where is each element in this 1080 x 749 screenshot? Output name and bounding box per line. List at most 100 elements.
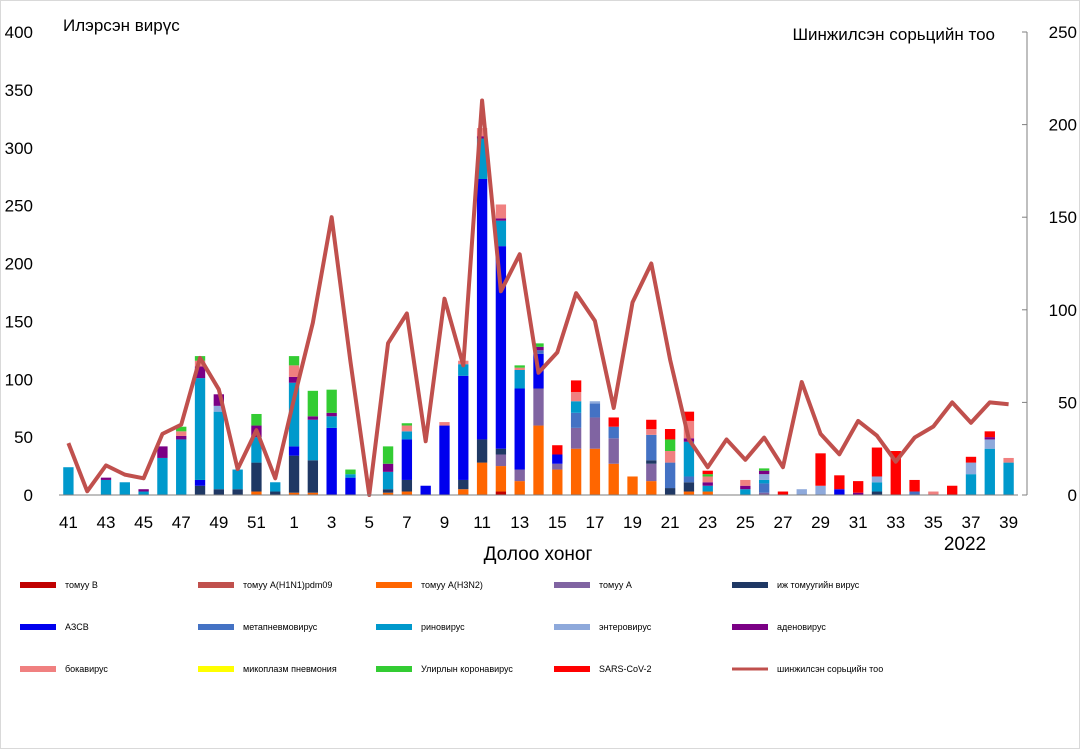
- y-left-tick-label: 200: [5, 255, 33, 274]
- bar-segment-риновирус: [119, 482, 130, 495]
- bar-segment-томуу-a: [514, 469, 525, 482]
- bar-segment-улирлын-коронавирус: [288, 356, 300, 366]
- bar-segment-улирлын-коронавирус: [251, 413, 262, 426]
- bar-segment-риновирус: [194, 378, 206, 480]
- bar-segment-аденовирус: [138, 489, 149, 492]
- bar-segment-аденовирус: [176, 435, 187, 440]
- bar-segment-риновирус: [382, 471, 394, 490]
- bar-segment-sars-cov-2: [834, 475, 845, 490]
- y-axis-right: 0 50 100 150 200 250: [1022, 23, 1077, 505]
- bar-segment-бокавирус: [683, 420, 695, 439]
- bar-segment-иж-томуугийн-вирус: [458, 479, 469, 490]
- bar-segment-томуу-a-h3n2: [627, 476, 638, 495]
- bar-segment-риновирус: [213, 411, 224, 490]
- bar-segment-метапневмовирус: [608, 426, 619, 439]
- legend-label-риновирус: риновирус: [421, 622, 465, 632]
- x-tick-label: 3: [327, 513, 336, 532]
- bar-segment-аденовирус: [288, 376, 300, 383]
- bar-segment-томуу-a-h3n2: [458, 489, 469, 495]
- bar-segment-томуу-a-h3n2: [552, 469, 563, 495]
- bar-segment-метапневмовирус: [664, 462, 676, 489]
- bar-segment-sars-cov-2: [947, 485, 958, 495]
- bar-segment-иж-томуугийн-вирус: [683, 482, 695, 492]
- bar-segment-иж-томуугийн-вирус: [288, 455, 300, 493]
- y-right-tick-label: 200: [1049, 116, 1077, 135]
- x-tick-label: 5: [365, 513, 374, 532]
- bar-segment-улирлын-коронавирус: [664, 439, 676, 452]
- bar-segment-улирлын-коронавирус: [514, 365, 525, 368]
- y-left-tick-label: 400: [5, 23, 33, 42]
- x-tick-label: 43: [97, 513, 116, 532]
- bar-segment-бокавирус: [514, 367, 525, 370]
- legend-label-томуу-a-h1n1-pdm09: томуу A(H1N1)pdm09: [243, 580, 332, 590]
- bar-segment-sars-cov-2: [853, 481, 864, 493]
- bar-segment-метапневмовирус: [683, 476, 695, 483]
- bar-segment-риновирус: [326, 416, 337, 428]
- x-tick-label: 45: [134, 513, 153, 532]
- bar-segment-иж-томуугийн-вирус: [270, 491, 281, 495]
- bar-segment-риновирус: [138, 491, 149, 495]
- bar-segment-азсв: [194, 479, 206, 486]
- legend-label-иж-томуугийн-вирус: иж томуугийн вирус: [777, 580, 860, 590]
- bar-segment-энтеровирус: [815, 485, 826, 495]
- y-right-tick-label: 100: [1049, 301, 1077, 320]
- bar-segment-томуу-a-h3n2: [608, 463, 619, 495]
- bar-segment-улирлын-коронавирус: [176, 426, 187, 432]
- bar-segment-иж-томуугийн-вирус: [213, 489, 224, 495]
- bar-segment-риновирус: [345, 474, 356, 478]
- bar-segment-азсв: [514, 388, 525, 470]
- bar-segment-аденовирус: [157, 446, 168, 458]
- x-tick-label: 35: [924, 513, 943, 532]
- bar-segment-томуу-a-h3n2: [382, 492, 394, 495]
- legend-swatch-томуу-b: [20, 582, 56, 588]
- x-tick-label: 31: [849, 513, 868, 532]
- bar-segment-томуу-a-h3n2: [288, 492, 300, 495]
- x-tick-label: 51: [247, 513, 266, 532]
- y-left-tick-label: 250: [5, 197, 33, 216]
- bar-segment-риновирус: [176, 439, 187, 495]
- bar-segment-аденовирус: [100, 477, 112, 480]
- bar-segment-томуу-a: [589, 417, 601, 449]
- bar-segment-азсв: [476, 179, 488, 440]
- x-tick-label: 49: [209, 513, 228, 532]
- bar-segment-улирлын-коронавирус: [533, 343, 544, 347]
- x-tick-label: 13: [510, 513, 529, 532]
- bar-segment-томуу-a-h3n2: [401, 491, 413, 495]
- y-right-tick-label: 250: [1049, 23, 1077, 42]
- bar-segment-бокавирус: [176, 431, 187, 436]
- legend-swatch-улирлын-коронавирус: [376, 666, 412, 672]
- bar-segment-sars-cov-2: [702, 470, 713, 475]
- legend-swatch-томуу-a-h3n2: [376, 582, 412, 588]
- bar-segment-энтеровирус: [965, 462, 977, 475]
- bar-segment-риновирус: [758, 479, 770, 484]
- bar-segment-томуу-a-h3n2: [476, 462, 488, 495]
- bar-segment-метапневмовирус: [909, 491, 920, 495]
- x-tick-label: 47: [172, 513, 191, 532]
- bar-segment-sars-cov-2: [570, 380, 582, 392]
- bar-segment-аденовирус: [307, 416, 319, 420]
- bar-segment-томуу-a-h3n2: [570, 448, 582, 495]
- bar-segment-томуу-a-h3n2: [683, 491, 695, 495]
- bar-segment-улирлын-коронавирус: [326, 389, 337, 413]
- bar-segment-sars-cov-2: [646, 419, 657, 430]
- legend-swatch-sars-cov-2: [554, 666, 590, 672]
- bars: [63, 128, 1014, 495]
- bar-segment-аденовирус: [984, 437, 995, 440]
- bar-segment-бокавирус: [928, 491, 939, 495]
- y-axis-left: 0 50 100 150 200 250 300 350 400: [5, 23, 33, 505]
- x-tick-label: 7: [402, 513, 411, 532]
- bar-segment-аденовирус: [326, 412, 337, 417]
- bar-segment-иж-томуугийн-вирус: [251, 462, 262, 492]
- x-tick-label: 21: [661, 513, 680, 532]
- y-axis-left-title: Илэрсэн вирүс: [63, 16, 180, 35]
- bar-segment-энтеровирус: [213, 405, 224, 412]
- legend-label-микоплазм-пневмония: микоплазм пневмония: [243, 664, 337, 674]
- legend-swatch-бокавирус: [20, 666, 56, 672]
- bar-segment-томуу-a-h3n2: [307, 492, 319, 495]
- x-tick-label: 29: [811, 513, 830, 532]
- x-tick-label: 1: [289, 513, 298, 532]
- bar-segment-sars-cov-2: [909, 479, 920, 492]
- bar-segment-улирлын-коронавирус: [702, 474, 713, 477]
- bar-segment-энтеровирус: [871, 476, 883, 483]
- legend-swatch-микоплазм-пневмония: [198, 666, 234, 672]
